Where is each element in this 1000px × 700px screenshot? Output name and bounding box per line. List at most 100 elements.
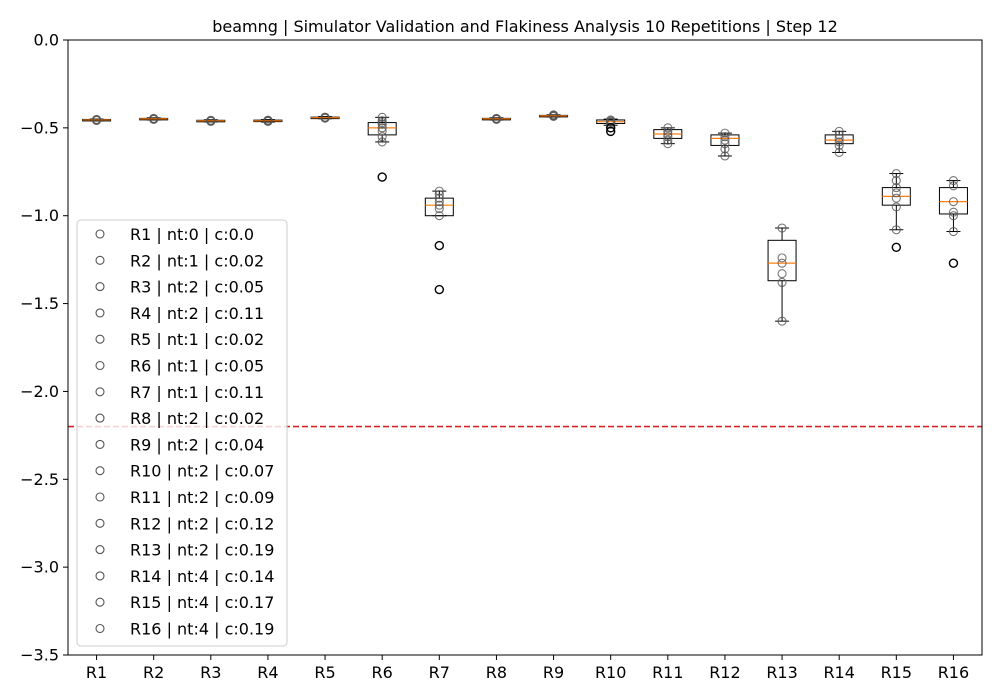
legend-label: R6 | nt:1 | c:0.05	[130, 357, 264, 376]
legend-label: R3 | nt:2 | c:0.05	[130, 278, 264, 297]
box-R16	[938, 176, 968, 268]
box-R5	[310, 112, 340, 123]
data-point	[777, 316, 787, 326]
y-tick-label: −3.5	[20, 646, 59, 665]
data-point	[720, 151, 730, 161]
data-point	[377, 112, 387, 122]
legend-item: R13 | nt:2 | c:0.19	[95, 541, 274, 560]
legend-label: R2 | nt:1 | c:0.02	[130, 251, 264, 270]
legend-item: R8 | nt:2 | c:0.02	[95, 409, 264, 428]
legend-frame	[76, 219, 288, 647]
x-tick-label: R7	[429, 663, 450, 682]
box-R11	[653, 123, 683, 149]
x-tick-label: R10	[595, 663, 626, 682]
box-R15	[881, 168, 911, 253]
x-tick-label: R14	[823, 663, 854, 682]
data-point	[891, 193, 901, 203]
y-tick-label: −1.5	[20, 294, 59, 313]
data-point	[377, 123, 387, 133]
data-point	[663, 129, 673, 139]
data-point	[549, 110, 559, 120]
data-point	[434, 200, 444, 210]
data-point	[891, 225, 901, 235]
data-point	[663, 139, 673, 149]
legend-marker	[95, 413, 105, 423]
y-tick-label: −2.5	[20, 470, 59, 489]
legend-label: R14 | nt:4 | c:0.14	[130, 567, 274, 586]
data-point	[948, 211, 958, 221]
legend-item: R14 | nt:4 | c:0.14	[95, 567, 274, 586]
flier-point	[377, 172, 387, 182]
x-tick-label: R8	[486, 663, 507, 682]
legend-item: R11 | nt:2 | c:0.09	[95, 488, 274, 507]
box-R9	[539, 110, 569, 121]
legend-marker	[95, 518, 105, 528]
x-tick-label: R9	[543, 663, 564, 682]
legend-marker	[95, 360, 105, 371]
flier-point	[605, 126, 616, 137]
legend-label: R11 | nt:2 | c:0.09	[130, 488, 274, 507]
flier-point	[434, 240, 445, 251]
box-body	[767, 239, 797, 282]
y-tick-label: −2.0	[20, 382, 59, 401]
flier-point	[891, 242, 902, 253]
data-point	[377, 132, 387, 142]
legend: R1 | nt:0 | c:0.0 R2 | nt:1 | c:0.02 R3 | …	[76, 219, 288, 647]
x-tick-label: R6	[372, 663, 393, 682]
data-point	[834, 126, 844, 136]
legend-item: R4 | nt:2 | c:0.11	[95, 304, 264, 323]
box-R8	[481, 113, 511, 124]
legend-item: R6 | nt:1 | c:0.05	[95, 357, 264, 376]
legend-label: R15 | nt:4 | c:0.17	[130, 593, 274, 612]
data-point	[834, 140, 844, 150]
legend-marker	[95, 466, 105, 476]
legend-item: R12 | nt:2 | c:0.12	[95, 514, 274, 533]
x-tick-label: R3	[200, 663, 221, 682]
data-point	[948, 207, 958, 217]
data-point	[606, 119, 616, 129]
legend-item: R7 | nt:1 | c:0.11	[95, 383, 264, 402]
x-tick-label: R4	[257, 663, 278, 682]
data-point	[834, 147, 844, 158]
box-R10	[596, 115, 626, 137]
y-tick-label: −1.0	[20, 206, 59, 225]
y-tick-label: 0.0	[34, 31, 59, 50]
data-point	[720, 144, 730, 154]
data-point	[891, 168, 901, 179]
legend-marker	[95, 229, 105, 239]
legend-label: R16 | nt:4 | c:0.19	[130, 620, 274, 639]
flier-point	[605, 123, 616, 133]
data-point	[491, 114, 501, 124]
legend-label: R5 | nt:1 | c:0.02	[130, 330, 264, 349]
data-point	[777, 277, 787, 288]
legend-marker	[95, 255, 105, 265]
x-tick-label: R1	[86, 663, 107, 682]
legend-marker	[95, 623, 105, 634]
legend-label: R1 | nt:0 | c:0.0	[130, 225, 254, 244]
data-point	[777, 258, 787, 268]
data-point	[948, 176, 958, 186]
data-point	[377, 137, 387, 147]
legend-item: R5 | nt:1 | c:0.02	[95, 330, 264, 349]
data-point	[434, 211, 444, 221]
data-point	[891, 202, 901, 212]
x-tick-label: R15	[881, 663, 912, 682]
legend-label: R7 | nt:1 | c:0.11	[130, 383, 264, 402]
x-tick-label: R5	[314, 663, 335, 682]
legend-label: R4 | nt:2 | c:0.11	[130, 304, 264, 323]
flier-point	[434, 284, 445, 295]
legend-label: R13 | nt:2 | c:0.19	[130, 541, 274, 560]
data-point	[263, 116, 273, 126]
box-body	[938, 187, 968, 215]
data-point	[663, 132, 673, 142]
data-point	[891, 183, 901, 193]
legend-marker	[95, 597, 105, 607]
x-tick-label: R2	[143, 663, 164, 682]
data-point	[777, 223, 787, 233]
data-point	[663, 135, 673, 145]
legend-item: R10 | nt:2 | c:0.07	[95, 462, 274, 481]
legend-item: R2 | nt:1 | c:0.02	[95, 251, 264, 270]
data-point	[891, 176, 901, 186]
chart-title: beamng | Simulator Validation and Flakin…	[212, 17, 838, 36]
